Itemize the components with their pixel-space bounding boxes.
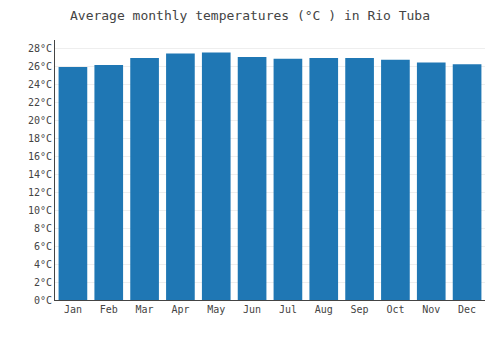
svg-text:22°C: 22°C: [28, 97, 52, 108]
svg-text:Nov: Nov: [422, 304, 440, 315]
svg-text:2°C: 2°C: [34, 277, 52, 288]
svg-text:Jan: Jan: [64, 304, 82, 315]
svg-text:0°C: 0°C: [34, 295, 52, 306]
svg-text:4°C: 4°C: [34, 259, 52, 270]
svg-text:8°C: 8°C: [34, 223, 52, 234]
svg-text:Oct: Oct: [386, 304, 404, 315]
svg-text:Jul: Jul: [279, 304, 297, 315]
svg-text:26°C: 26°C: [28, 61, 52, 72]
svg-text:Apr: Apr: [171, 304, 189, 315]
svg-text:Feb: Feb: [100, 304, 118, 315]
svg-text:20°C: 20°C: [28, 115, 52, 126]
svg-text:Mar: Mar: [136, 304, 154, 315]
svg-text:18°C: 18°C: [28, 133, 52, 144]
svg-text:Average monthly temperatures (: Average monthly temperatures (°C ) in Ri…: [70, 8, 430, 23]
svg-text:10°C: 10°C: [28, 205, 52, 216]
svg-text:Dec: Dec: [458, 304, 476, 315]
svg-text:Jun: Jun: [243, 304, 261, 315]
svg-text:12°C: 12°C: [28, 187, 52, 198]
svg-text:16°C: 16°C: [28, 151, 52, 162]
svg-text:May: May: [207, 304, 225, 315]
svg-text:24°C: 24°C: [28, 79, 52, 90]
svg-text:6°C: 6°C: [34, 241, 52, 252]
svg-text:Sep: Sep: [351, 304, 369, 315]
svg-text:14°C: 14°C: [28, 169, 52, 180]
svg-text:28°C: 28°C: [28, 43, 52, 54]
svg-text:Aug: Aug: [315, 304, 333, 315]
